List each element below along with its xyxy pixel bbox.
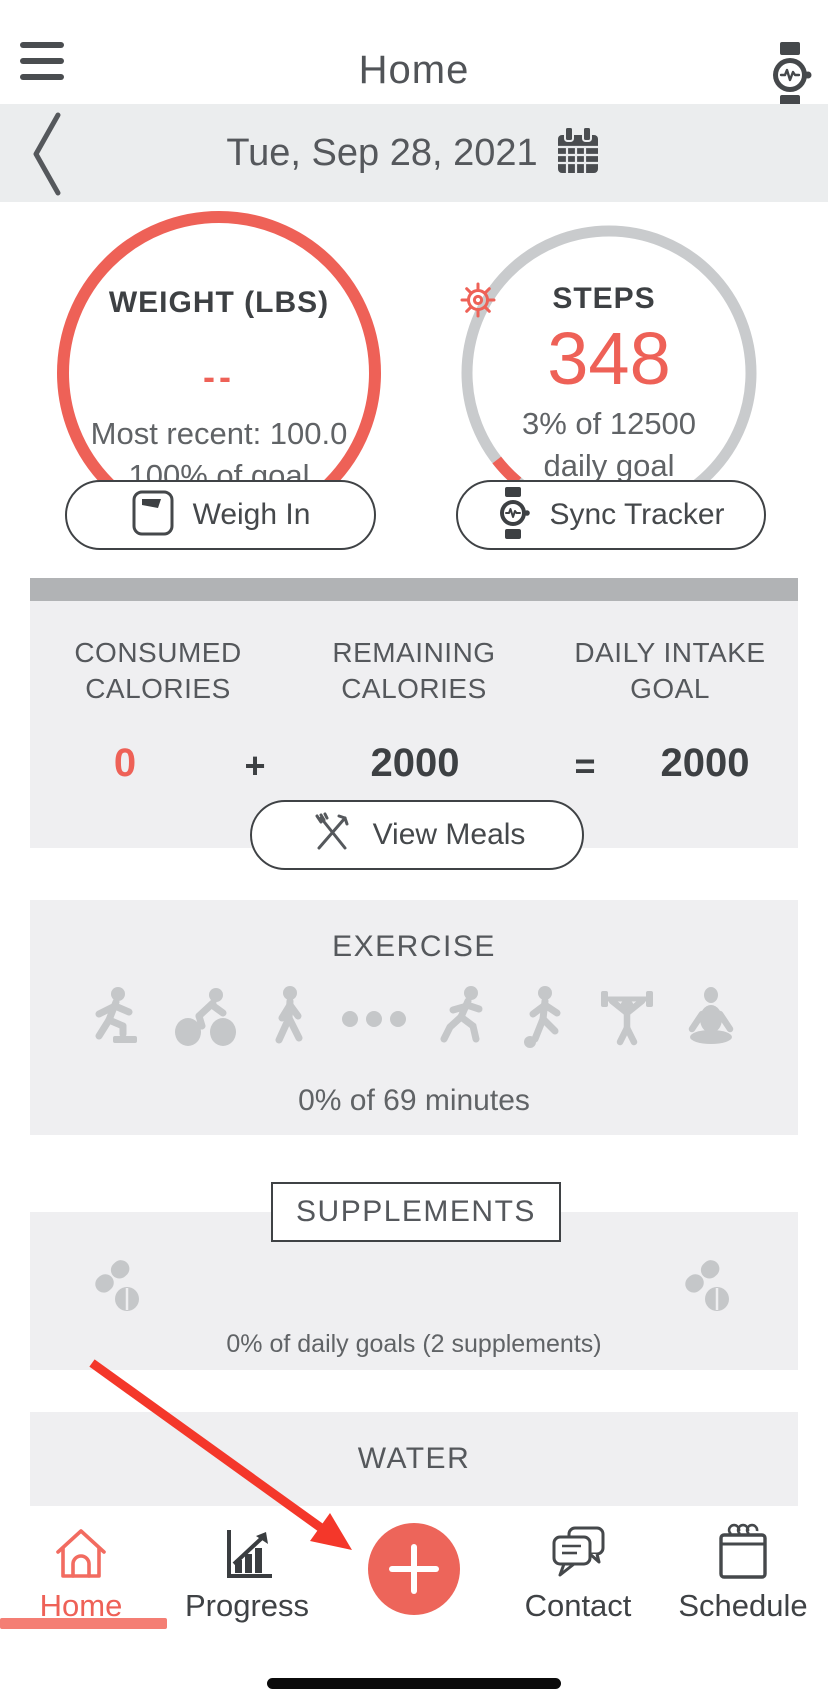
page-title: Home <box>358 48 470 92</box>
nav-contact[interactable]: Contact <box>490 1516 666 1624</box>
equals-operator: = <box>574 745 596 786</box>
pills-icon <box>678 1256 740 1323</box>
walking-icon <box>261 984 317 1055</box>
daily-intake-goal-value: 2000 <box>660 741 750 785</box>
supplements-status: 0% of daily goals (2 supplements) <box>226 1330 602 1358</box>
tracker-watch-icon <box>497 486 531 544</box>
nav-home[interactable]: Home <box>0 1516 169 1624</box>
weight-label: WEIGHT (LBS) <box>108 286 330 319</box>
nav-progress-label: Progress <box>184 1588 310 1623</box>
soccer-icon <box>513 984 575 1055</box>
scale-icon <box>131 489 175 542</box>
weight-recent: Most recent: 100.0 <box>90 416 348 451</box>
water-title: WATER <box>357 1442 471 1475</box>
steps-value: 348 <box>547 317 671 400</box>
exercise-section: EXERCISE <box>30 900 798 1135</box>
supplements-title-box: SUPPLEMENTS <box>271 1182 561 1242</box>
nav-home-label: Home <box>39 1588 123 1623</box>
calories-section: CONSUMED CALORIES REMAINING CALORIES DAILY… <box>30 601 798 848</box>
steps-goal-caption: daily goal <box>543 448 675 483</box>
yoga-icon <box>679 984 743 1055</box>
stepper-icon <box>85 984 151 1055</box>
remaining-calories-header: REMAINING CALORIES <box>332 637 496 705</box>
steps-goal-percent: 3% of 12500 <box>521 406 697 441</box>
steps-label: STEPS <box>552 282 656 315</box>
water-section: WATER <box>30 1412 798 1506</box>
nav-progress[interactable]: Progress <box>159 1516 335 1624</box>
consumed-calories-header: CONSUMED CALORIES <box>74 637 242 705</box>
schedule-calendar-icon <box>655 1516 828 1582</box>
daily-intake-goal-header: DAILY INTAKE GOAL <box>574 637 766 705</box>
exercise-status: 0% of 69 minutes <box>298 1084 530 1117</box>
exercise-title: EXERCISE <box>332 930 496 963</box>
back-chevron-icon[interactable] <box>32 112 62 201</box>
sync-tracker-button[interactable]: Sync Tracker <box>456 480 766 550</box>
sync-tracker-label: Sync Tracker <box>549 498 725 531</box>
weigh-in-button[interactable]: Weigh In <box>65 480 376 550</box>
nav-schedule-label: Schedule <box>678 1588 808 1623</box>
plus-operator: + <box>244 745 266 786</box>
weight-value: -- <box>203 356 235 397</box>
progress-chart-icon <box>159 1516 335 1582</box>
calories-top-bar <box>30 578 798 601</box>
cycling-icon <box>171 984 241 1055</box>
weigh-in-label: Weigh In <box>192 498 311 531</box>
consumed-calories-value: 0 <box>113 741 137 785</box>
calendar-icon[interactable] <box>554 125 602 181</box>
current-date: Tue, Sep 28, 2021 <box>226 131 538 174</box>
view-meals-label: View Meals <box>372 818 526 851</box>
nav-contact-label: Contact <box>524 1588 632 1623</box>
weightlifting-icon <box>595 984 659 1055</box>
hamburger-menu-icon[interactable] <box>20 42 64 82</box>
steps-progress-ring: STEPS <box>460 224 758 522</box>
supplements-title: SUPPLEMENTS <box>296 1195 536 1228</box>
chat-bubbles-icon <box>490 1516 666 1582</box>
fork-knife-icon <box>309 810 355 861</box>
supplements-section: 0% of daily goals (2 supplements) <box>30 1212 798 1370</box>
home-icon <box>0 1516 169 1582</box>
remaining-calories-value: 2000 <box>370 741 460 785</box>
active-tab-underline <box>0 1618 167 1629</box>
ellipsis-icon <box>337 984 411 1055</box>
smartwatch-icon[interactable] <box>768 40 812 115</box>
date-bar: Tue, Sep 28, 2021 <box>0 104 828 202</box>
home-indicator-bar <box>267 1678 561 1689</box>
plus-icon <box>389 1544 439 1594</box>
pills-icon <box>88 1256 150 1323</box>
nav-schedule[interactable]: Schedule <box>655 1516 828 1624</box>
add-entry-button[interactable] <box>368 1523 460 1615</box>
header: Home <box>0 0 828 108</box>
running-icon <box>431 984 493 1055</box>
view-meals-button[interactable]: View Meals <box>250 800 584 870</box>
